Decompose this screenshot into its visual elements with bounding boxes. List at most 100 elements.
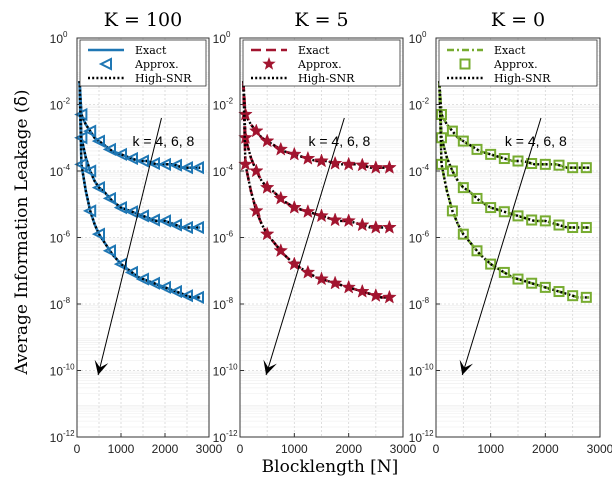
x-tick-label: 0 [74,442,81,456]
marker-approx [446,205,458,217]
marker-approx [512,210,524,222]
marker-approx [457,182,469,194]
axes-frame [239,37,404,438]
marker-approx [113,200,127,215]
marker-approx [539,215,551,227]
x-tick-label: 0 [433,442,440,456]
marker-approx [580,162,592,174]
marker-approx [259,179,275,194]
marker-approx [526,214,538,226]
marker-approx [446,165,458,177]
marker-approx [526,277,538,289]
y-tick-exponent: -2 [63,97,71,106]
annotation-label: k = 4, 6, 8 [505,133,567,149]
y-tick-label: 10 [50,298,64,312]
y-tick-exponent: -10 [226,363,238,372]
legend-label: Approx. [134,58,179,71]
marker-approx [580,222,592,234]
legend-swatch-approx [459,58,471,70]
y-tick-exponent: -4 [226,163,234,172]
y-tick-exponent: 0 [63,30,68,39]
marker-approx [368,219,384,234]
marker-approx [124,151,138,166]
annotation-label: k = 4, 6, 8 [308,133,370,149]
x-tick-label: 1000 [281,442,308,456]
y-tick-label: 10 [50,232,64,246]
x-tick-label: 1000 [108,442,135,456]
marker-approx [300,150,316,165]
marker-approx [498,206,510,218]
marker-approx [457,135,469,147]
marker-approx [446,125,458,137]
marker-approx [553,159,565,171]
y-tick-exponent: -12 [226,429,238,438]
marker-approx [485,148,497,160]
marker-approx [102,244,116,258]
marker-approx [135,209,149,223]
marker-approx [179,289,193,303]
marker-approx [485,202,497,214]
marker-approx [327,275,343,290]
y-tick-exponent: -12 [422,429,434,438]
marker-approx [273,243,289,258]
marker-approx [91,181,105,195]
marker-approx [368,287,384,302]
y-tick-exponent: -8 [422,296,430,305]
marker-approx [190,220,204,235]
annotation-arrow [97,117,162,376]
legend-label: Exact [135,44,167,57]
y-tick-label: 10 [50,365,64,379]
marker-approx [327,155,343,170]
x-tick-label: 1000 [477,442,504,456]
marker-approx [102,142,116,157]
legend-label: High-SNR [298,72,355,85]
y-tick-label: 10 [50,99,64,113]
y-tick-label: 10 [213,165,227,179]
y-tick-label: 10 [409,32,423,46]
marker-approx [498,266,510,278]
y-tick-label: 10 [409,99,423,113]
marker-approx [553,219,565,231]
marker-approx [146,156,160,171]
marker-approx [287,199,302,214]
x-tick-label: 2000 [532,442,559,456]
y-tick-label: 10 [50,165,64,179]
marker-approx [248,123,264,138]
legend-label: Approx. [297,58,342,71]
panel-title: K = 100 [104,9,182,31]
marker-approx [354,283,370,298]
legend-label: Approx. [493,58,538,71]
y-tick-label: 10 [213,365,227,379]
y-tick-label: 10 [409,298,423,312]
marker-approx [168,284,182,299]
marker-approx [341,213,356,228]
series-line-highsnr-k8 [438,81,590,299]
x-tick-label: 3000 [390,442,417,456]
marker-approx [190,290,204,304]
marker-approx [157,280,171,294]
marker-approx [471,192,483,204]
marker-approx [512,273,524,285]
marker-approx [135,272,149,286]
marker-approx [287,146,302,161]
marker-approx [314,271,329,286]
x-tick-label: 3000 [196,442,223,456]
marker-approx [300,203,316,218]
marker-approx [102,191,116,206]
marker-approx [124,205,138,219]
marker-approx [190,161,204,175]
marker-approx [539,158,551,170]
y-tick-label: 10 [409,232,423,246]
marker-approx [273,190,289,205]
legend-swatch-approx [262,57,276,70]
legend-label: High-SNR [135,72,192,85]
marker-approx [273,141,289,156]
marker-approx [314,153,329,168]
marker-approx [498,153,510,165]
marker-approx [248,203,264,218]
annotation-label: k = 4, 6, 8 [132,133,194,149]
y-tick-exponent: -4 [63,163,71,172]
x-axis-label: Blocklength [N] [262,457,399,477]
